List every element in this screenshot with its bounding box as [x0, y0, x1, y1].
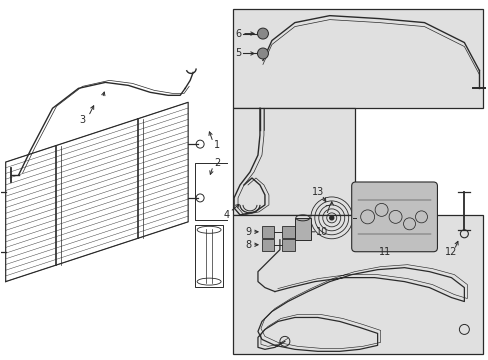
Bar	[233, 9, 482, 108]
Circle shape	[329, 216, 333, 220]
Bar	[233, 215, 482, 354]
Text: 5: 5	[234, 49, 241, 58]
Text: 10: 10	[315, 227, 327, 237]
Text: 3: 3	[79, 115, 85, 125]
Text: 11: 11	[378, 247, 390, 257]
Bar	[262, 226, 273, 238]
Bar	[262, 239, 273, 251]
Text: 13: 13	[311, 187, 323, 197]
Text: 4: 4	[224, 210, 230, 220]
Text: 1: 1	[214, 140, 220, 150]
Text: 12: 12	[444, 247, 457, 257]
Text: 7: 7	[324, 205, 330, 215]
Bar	[281, 226, 294, 238]
FancyBboxPatch shape	[351, 182, 437, 252]
Bar	[281, 239, 294, 251]
Bar	[294, 218, 310, 240]
Circle shape	[257, 28, 268, 39]
Text: 8: 8	[244, 240, 250, 250]
Text: 6: 6	[234, 28, 241, 39]
Bar	[195, 225, 223, 287]
Circle shape	[257, 48, 268, 59]
Text: 9: 9	[244, 227, 250, 237]
Text: 2: 2	[214, 158, 220, 168]
Bar	[233, 108, 354, 215]
